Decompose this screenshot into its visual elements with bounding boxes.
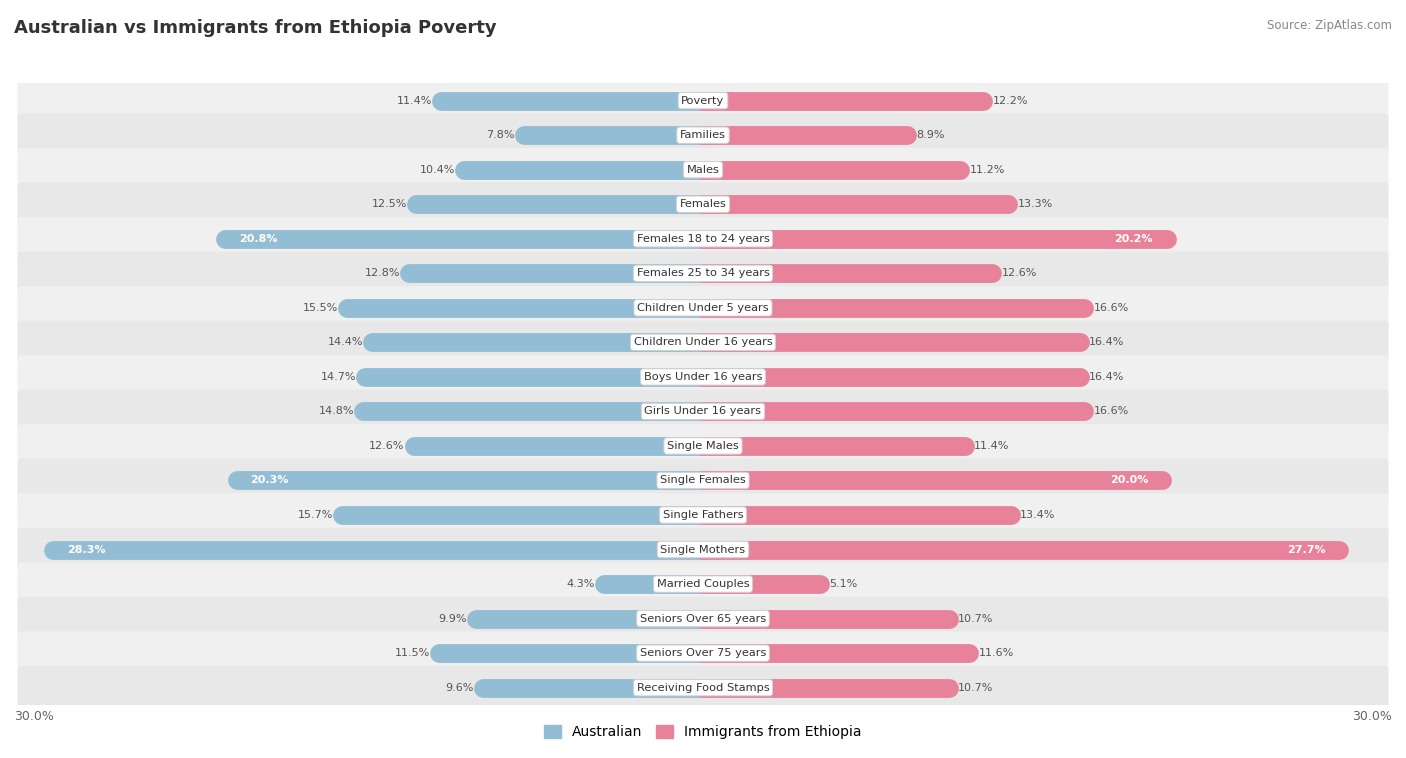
Text: 13.3%: 13.3%	[1018, 199, 1053, 209]
Text: 12.2%: 12.2%	[993, 96, 1028, 105]
Text: 15.7%: 15.7%	[298, 510, 333, 520]
FancyBboxPatch shape	[17, 459, 1389, 503]
Text: Single Fathers: Single Fathers	[662, 510, 744, 520]
FancyBboxPatch shape	[17, 321, 1389, 364]
Text: Single Females: Single Females	[661, 475, 745, 485]
FancyBboxPatch shape	[17, 114, 1389, 157]
Text: 20.8%: 20.8%	[239, 233, 277, 244]
FancyBboxPatch shape	[17, 631, 1389, 675]
Text: 11.4%: 11.4%	[396, 96, 432, 105]
FancyBboxPatch shape	[17, 493, 1389, 537]
Text: 9.9%: 9.9%	[437, 614, 467, 624]
Text: Married Couples: Married Couples	[657, 579, 749, 589]
Text: 10.7%: 10.7%	[957, 683, 993, 693]
Text: 14.4%: 14.4%	[328, 337, 363, 347]
FancyBboxPatch shape	[17, 390, 1389, 433]
Text: 27.7%: 27.7%	[1286, 544, 1326, 555]
FancyBboxPatch shape	[17, 356, 1389, 399]
Text: 30.0%: 30.0%	[1353, 709, 1392, 723]
FancyBboxPatch shape	[17, 79, 1389, 122]
Text: 5.1%: 5.1%	[830, 579, 858, 589]
Text: 4.3%: 4.3%	[567, 579, 595, 589]
Text: 20.3%: 20.3%	[250, 475, 290, 485]
Text: Receiving Food Stamps: Receiving Food Stamps	[637, 683, 769, 693]
Text: 16.6%: 16.6%	[1094, 303, 1129, 313]
FancyBboxPatch shape	[17, 597, 1389, 641]
Text: Males: Males	[686, 164, 720, 174]
FancyBboxPatch shape	[17, 666, 1389, 709]
Text: Seniors Over 75 years: Seniors Over 75 years	[640, 648, 766, 658]
FancyBboxPatch shape	[17, 528, 1389, 572]
Text: 7.8%: 7.8%	[486, 130, 515, 140]
Text: 10.7%: 10.7%	[957, 614, 993, 624]
FancyBboxPatch shape	[17, 286, 1389, 330]
Text: 14.7%: 14.7%	[321, 372, 356, 382]
Text: 11.6%: 11.6%	[979, 648, 1014, 658]
FancyBboxPatch shape	[17, 424, 1389, 468]
Text: 10.4%: 10.4%	[419, 164, 456, 174]
Text: 11.2%: 11.2%	[969, 164, 1005, 174]
Text: 12.5%: 12.5%	[371, 199, 406, 209]
Text: 28.3%: 28.3%	[67, 544, 105, 555]
FancyBboxPatch shape	[17, 217, 1389, 261]
Text: Seniors Over 65 years: Seniors Over 65 years	[640, 614, 766, 624]
Text: Boys Under 16 years: Boys Under 16 years	[644, 372, 762, 382]
Text: 16.4%: 16.4%	[1088, 337, 1125, 347]
Text: Australian vs Immigrants from Ethiopia Poverty: Australian vs Immigrants from Ethiopia P…	[14, 19, 496, 37]
Text: Families: Families	[681, 130, 725, 140]
Text: 9.6%: 9.6%	[444, 683, 474, 693]
Text: 20.0%: 20.0%	[1111, 475, 1149, 485]
FancyBboxPatch shape	[17, 562, 1389, 606]
Text: 16.4%: 16.4%	[1088, 372, 1125, 382]
Text: 12.6%: 12.6%	[370, 441, 405, 451]
FancyBboxPatch shape	[17, 183, 1389, 226]
Text: Single Males: Single Males	[666, 441, 740, 451]
FancyBboxPatch shape	[17, 252, 1389, 295]
Text: 11.5%: 11.5%	[395, 648, 430, 658]
Text: 11.4%: 11.4%	[974, 441, 1010, 451]
Text: 13.4%: 13.4%	[1019, 510, 1056, 520]
Text: 16.6%: 16.6%	[1094, 406, 1129, 416]
Text: Source: ZipAtlas.com: Source: ZipAtlas.com	[1267, 19, 1392, 32]
Text: 20.2%: 20.2%	[1115, 233, 1153, 244]
Text: Females 25 to 34 years: Females 25 to 34 years	[637, 268, 769, 278]
Text: 14.8%: 14.8%	[318, 406, 354, 416]
Text: Females: Females	[679, 199, 727, 209]
Text: 8.9%: 8.9%	[917, 130, 945, 140]
Text: Children Under 16 years: Children Under 16 years	[634, 337, 772, 347]
FancyBboxPatch shape	[17, 148, 1389, 192]
Text: Girls Under 16 years: Girls Under 16 years	[644, 406, 762, 416]
Text: Single Mothers: Single Mothers	[661, 544, 745, 555]
Text: Children Under 5 years: Children Under 5 years	[637, 303, 769, 313]
Text: Females 18 to 24 years: Females 18 to 24 years	[637, 233, 769, 244]
Text: Poverty: Poverty	[682, 96, 724, 105]
Text: 15.5%: 15.5%	[302, 303, 337, 313]
Text: 30.0%: 30.0%	[14, 709, 53, 723]
Legend: Australian, Immigrants from Ethiopia: Australian, Immigrants from Ethiopia	[538, 719, 868, 744]
Text: 12.8%: 12.8%	[364, 268, 399, 278]
Text: 12.6%: 12.6%	[1001, 268, 1036, 278]
